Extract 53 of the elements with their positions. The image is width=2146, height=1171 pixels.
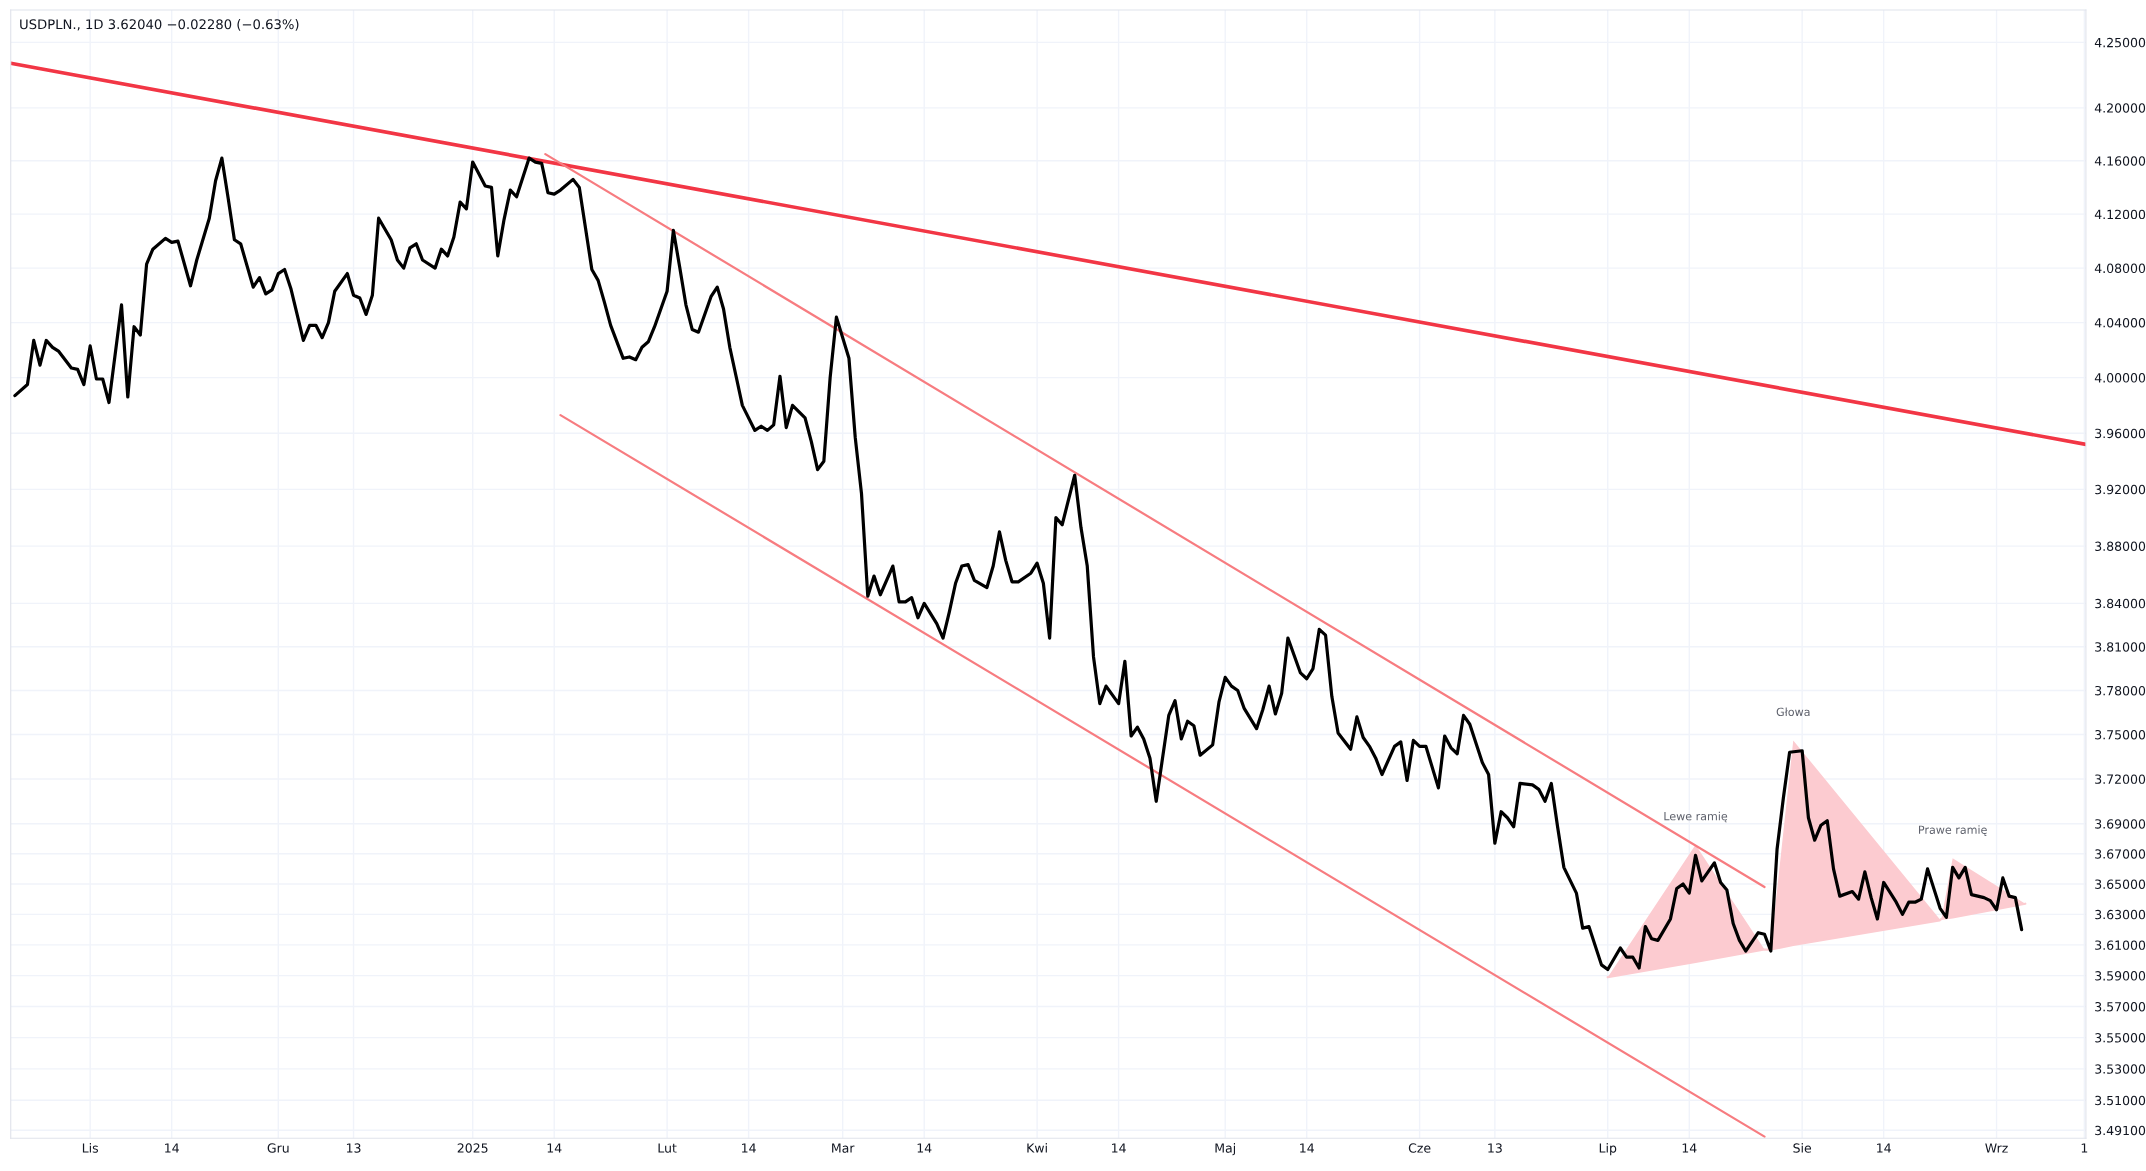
- y-tick-label: 3.75000: [2095, 730, 2146, 740]
- x-tick-label: 14: [1112, 1143, 1126, 1153]
- y-tick-label: 4.08000: [2094, 263, 2146, 274]
- y-tick-label: 3.63000: [2095, 909, 2146, 920]
- x-tick-label: 2025: [457, 1143, 488, 1153]
- y-tick-label: 3.81000: [2095, 642, 2146, 652]
- y-tick-label: 3.55000: [2095, 1033, 2146, 1043]
- x-tick-label: 1: [2081, 1143, 2088, 1153]
- x-tick-label: Wrz: [1985, 1143, 2008, 1153]
- x-tick-label: Mar: [832, 1143, 855, 1153]
- y-tick-label: 3.88000: [2095, 541, 2146, 551]
- x-tick-label: Lut: [658, 1143, 677, 1153]
- annotation: Lewe ramię: [1664, 811, 1728, 823]
- y-tick-label: 3.53000: [2095, 1064, 2146, 1074]
- y-tick-label: 3.84000: [2095, 598, 2146, 609]
- x-tick-label: 14: [1682, 1143, 1697, 1153]
- annotation: Prawe ramię: [1919, 825, 1987, 836]
- y-tick-label: 3.51000: [2095, 1095, 2146, 1106]
- y-tick-label: 3.49100: [2095, 1125, 2146, 1136]
- y-tick-label: 4.12000: [2094, 209, 2146, 220]
- x-tick-label: 14: [165, 1143, 179, 1153]
- y-tick-label: 3.78000: [2095, 685, 2146, 696]
- y-tick-label: 3.67000: [2095, 849, 2146, 859]
- x-tick-label: 14: [1877, 1143, 1891, 1153]
- y-tick-label: 3.57000: [2095, 1002, 2146, 1012]
- x-tick-label: 14: [547, 1143, 562, 1153]
- x-tick-label: Gru: [267, 1143, 289, 1153]
- y-tick-label: 3.65000: [2095, 879, 2146, 889]
- y-tick-label: 3.92000: [2095, 484, 2146, 495]
- x-tick-label: Kwi: [1027, 1143, 1047, 1153]
- x-tick-label: 14: [1300, 1143, 1314, 1153]
- x-tick-label: 14: [742, 1143, 756, 1153]
- x-tick-label: 13: [346, 1143, 361, 1153]
- x-tick-label: Sie: [1793, 1143, 1812, 1153]
- y-tick-label: 4.04000: [2094, 318, 2146, 328]
- y-tick-label: 3.69000: [2095, 819, 2146, 829]
- y-tick-label: 3.72000: [2095, 774, 2146, 784]
- x-tick-label: 13: [1488, 1143, 1502, 1153]
- y-tick-label: 4.20000: [2094, 103, 2146, 113]
- x-tick-label: Cze: [1408, 1143, 1431, 1153]
- y-tick-label: 4.25000: [2094, 37, 2146, 48]
- y-tick-label: 4.00000: [2094, 373, 2146, 383]
- text: USDPLN., 1D 3.62040 −0.02280 (−0.63%): [20, 18, 299, 31]
- y-tick-label: 3.59000: [2095, 971, 2146, 981]
- x-tick-label: Lip: [1599, 1143, 1617, 1156]
- y-tick-label: 3.96000: [2095, 428, 2146, 439]
- y-tick-label: 4.16000: [2094, 156, 2146, 166]
- y-tick-label: 3.61000: [2095, 940, 2146, 950]
- x-tick-label: 14: [917, 1143, 932, 1153]
- x-tick-label: Lis: [82, 1143, 99, 1153]
- x-tick-label: Maj: [1215, 1143, 1235, 1156]
- line-series: [13, 156, 2024, 972]
- annotation: Głowa: [1776, 707, 1810, 717]
